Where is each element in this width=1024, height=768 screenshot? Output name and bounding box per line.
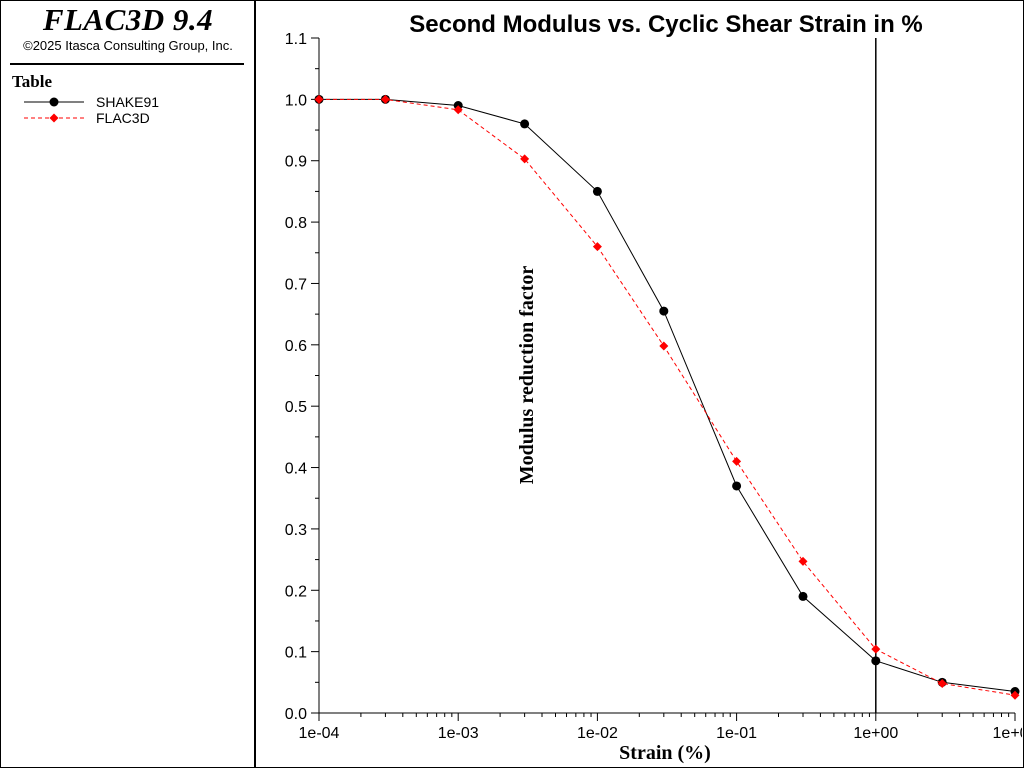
data-point-flac3d-5 bbox=[659, 341, 669, 351]
y-tick-label-5: 0.5 bbox=[285, 399, 307, 416]
legend-title: Table bbox=[12, 72, 53, 91]
data-point-flac3d-8 bbox=[871, 644, 881, 654]
x-axis-label: Strain (%) bbox=[619, 742, 711, 764]
chart-title: Second Modulus vs. Cyclic Shear Strain i… bbox=[409, 11, 922, 38]
data-point-shake91-3 bbox=[520, 119, 530, 129]
series-line-flac3d bbox=[319, 98, 1016, 696]
app-title: FLAC3D 9.4 bbox=[42, 2, 214, 37]
data-point-flac3d-7 bbox=[798, 556, 808, 566]
y-tick-label-3: 0.3 bbox=[285, 522, 307, 539]
x-tick-label-3: 1e-01 bbox=[716, 725, 757, 742]
legend-label-flac3d: FLAC3D bbox=[96, 110, 150, 126]
x-tick-label-5: 1e+01 bbox=[993, 725, 1022, 742]
data-point-flac3d-3 bbox=[520, 154, 530, 164]
x-tick-label-4: 1e+00 bbox=[853, 725, 898, 742]
data-point-flac3d-9 bbox=[937, 679, 947, 689]
y-tick-label-1: 0.1 bbox=[285, 645, 307, 662]
data-point-flac3d-0 bbox=[314, 94, 324, 104]
x-tick-label-0: 1e-04 bbox=[299, 725, 340, 742]
data-point-shake91-4 bbox=[592, 186, 602, 196]
y-tick-label-2: 0.2 bbox=[285, 583, 307, 600]
legend-panel: FLAC3D 9.4 ©2025 Itasca Consulting Group… bbox=[0, 0, 256, 768]
legend-swatch-shake91 bbox=[24, 97, 84, 107]
data-point-flac3d-2 bbox=[453, 105, 463, 115]
y-tick-label-10: 1.0 bbox=[285, 92, 307, 109]
series-layer bbox=[314, 94, 1020, 700]
legend-swatch-flac3d bbox=[24, 113, 84, 123]
diamond-marker-icon bbox=[49, 113, 59, 123]
data-point-shake91-6 bbox=[732, 481, 742, 491]
x-tick-label-1: 1e-03 bbox=[438, 725, 479, 742]
data-point-shake91-8 bbox=[871, 656, 881, 666]
y-tick-label-8: 0.8 bbox=[285, 215, 307, 232]
data-point-shake91-7 bbox=[798, 591, 808, 601]
axes-layer: 0.0 0.1 0.2 0.3 0.4 0.5 0.6 0.7 0.8 0.9 1.0 1.1 1e-0… bbox=[285, 31, 1022, 742]
series-shake91 bbox=[314, 94, 1020, 697]
y-tick-label-7: 0.7 bbox=[285, 276, 307, 293]
y-tick-label-6: 0.6 bbox=[285, 338, 307, 355]
y-tick-label-0: 0.0 bbox=[285, 706, 307, 723]
series-flac3d bbox=[314, 94, 1020, 700]
y-axis-label: Modulus reduction factor bbox=[516, 266, 538, 485]
data-point-shake91-5 bbox=[659, 306, 669, 316]
data-point-flac3d-6 bbox=[732, 456, 742, 466]
y-tick-label-9: 0.9 bbox=[285, 154, 307, 171]
x-tick-label-2: 1e-02 bbox=[577, 725, 618, 742]
circle-marker-icon bbox=[49, 97, 59, 107]
chart: Second Modulus vs. Cyclic Shear Strain i… bbox=[285, 11, 1022, 764]
y-tick-label-11: 1.1 bbox=[285, 31, 307, 48]
data-point-flac3d-4 bbox=[592, 242, 602, 252]
y-tick-label-4: 0.4 bbox=[285, 461, 307, 478]
data-point-flac3d-1 bbox=[380, 94, 390, 104]
copyright-text: ©2025 Itasca Consulting Group, Inc. bbox=[23, 38, 233, 53]
data-point-flac3d-10 bbox=[1010, 690, 1020, 700]
legend-separator bbox=[10, 63, 244, 65]
legend-label-shake91: SHAKE91 bbox=[96, 94, 160, 110]
series-line-shake91 bbox=[319, 98, 1016, 692]
